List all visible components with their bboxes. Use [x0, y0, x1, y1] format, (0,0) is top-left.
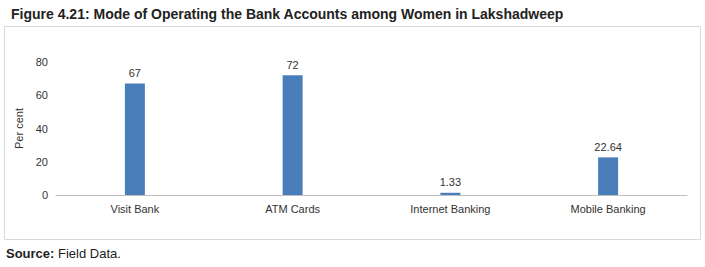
svg-text:Figure 4.21: Mode of Operating: Figure 4.21: Mode of Operating the Bank … [11, 6, 563, 22]
svg-text:Source:: Source: [6, 246, 54, 261]
svg-text:1.33: 1.33 [440, 176, 461, 188]
svg-text:72: 72 [287, 59, 299, 71]
svg-text:Per cent: Per cent [13, 108, 25, 149]
svg-text:0: 0 [42, 189, 48, 201]
svg-text:40: 40 [36, 123, 48, 135]
svg-text:Mobile Banking: Mobile Banking [571, 203, 646, 215]
svg-text:22.64: 22.64 [594, 141, 622, 153]
svg-text:60: 60 [36, 89, 48, 101]
svg-text:Visit Bank: Visit Bank [111, 203, 160, 215]
svg-text:Field Data.: Field Data. [54, 246, 120, 261]
svg-text:80: 80 [36, 56, 48, 68]
svg-text:Internet Banking: Internet Banking [410, 203, 490, 215]
svg-text:ATM Cards: ATM Cards [265, 203, 320, 215]
svg-text:67: 67 [129, 67, 141, 79]
svg-text:20: 20 [36, 156, 48, 168]
